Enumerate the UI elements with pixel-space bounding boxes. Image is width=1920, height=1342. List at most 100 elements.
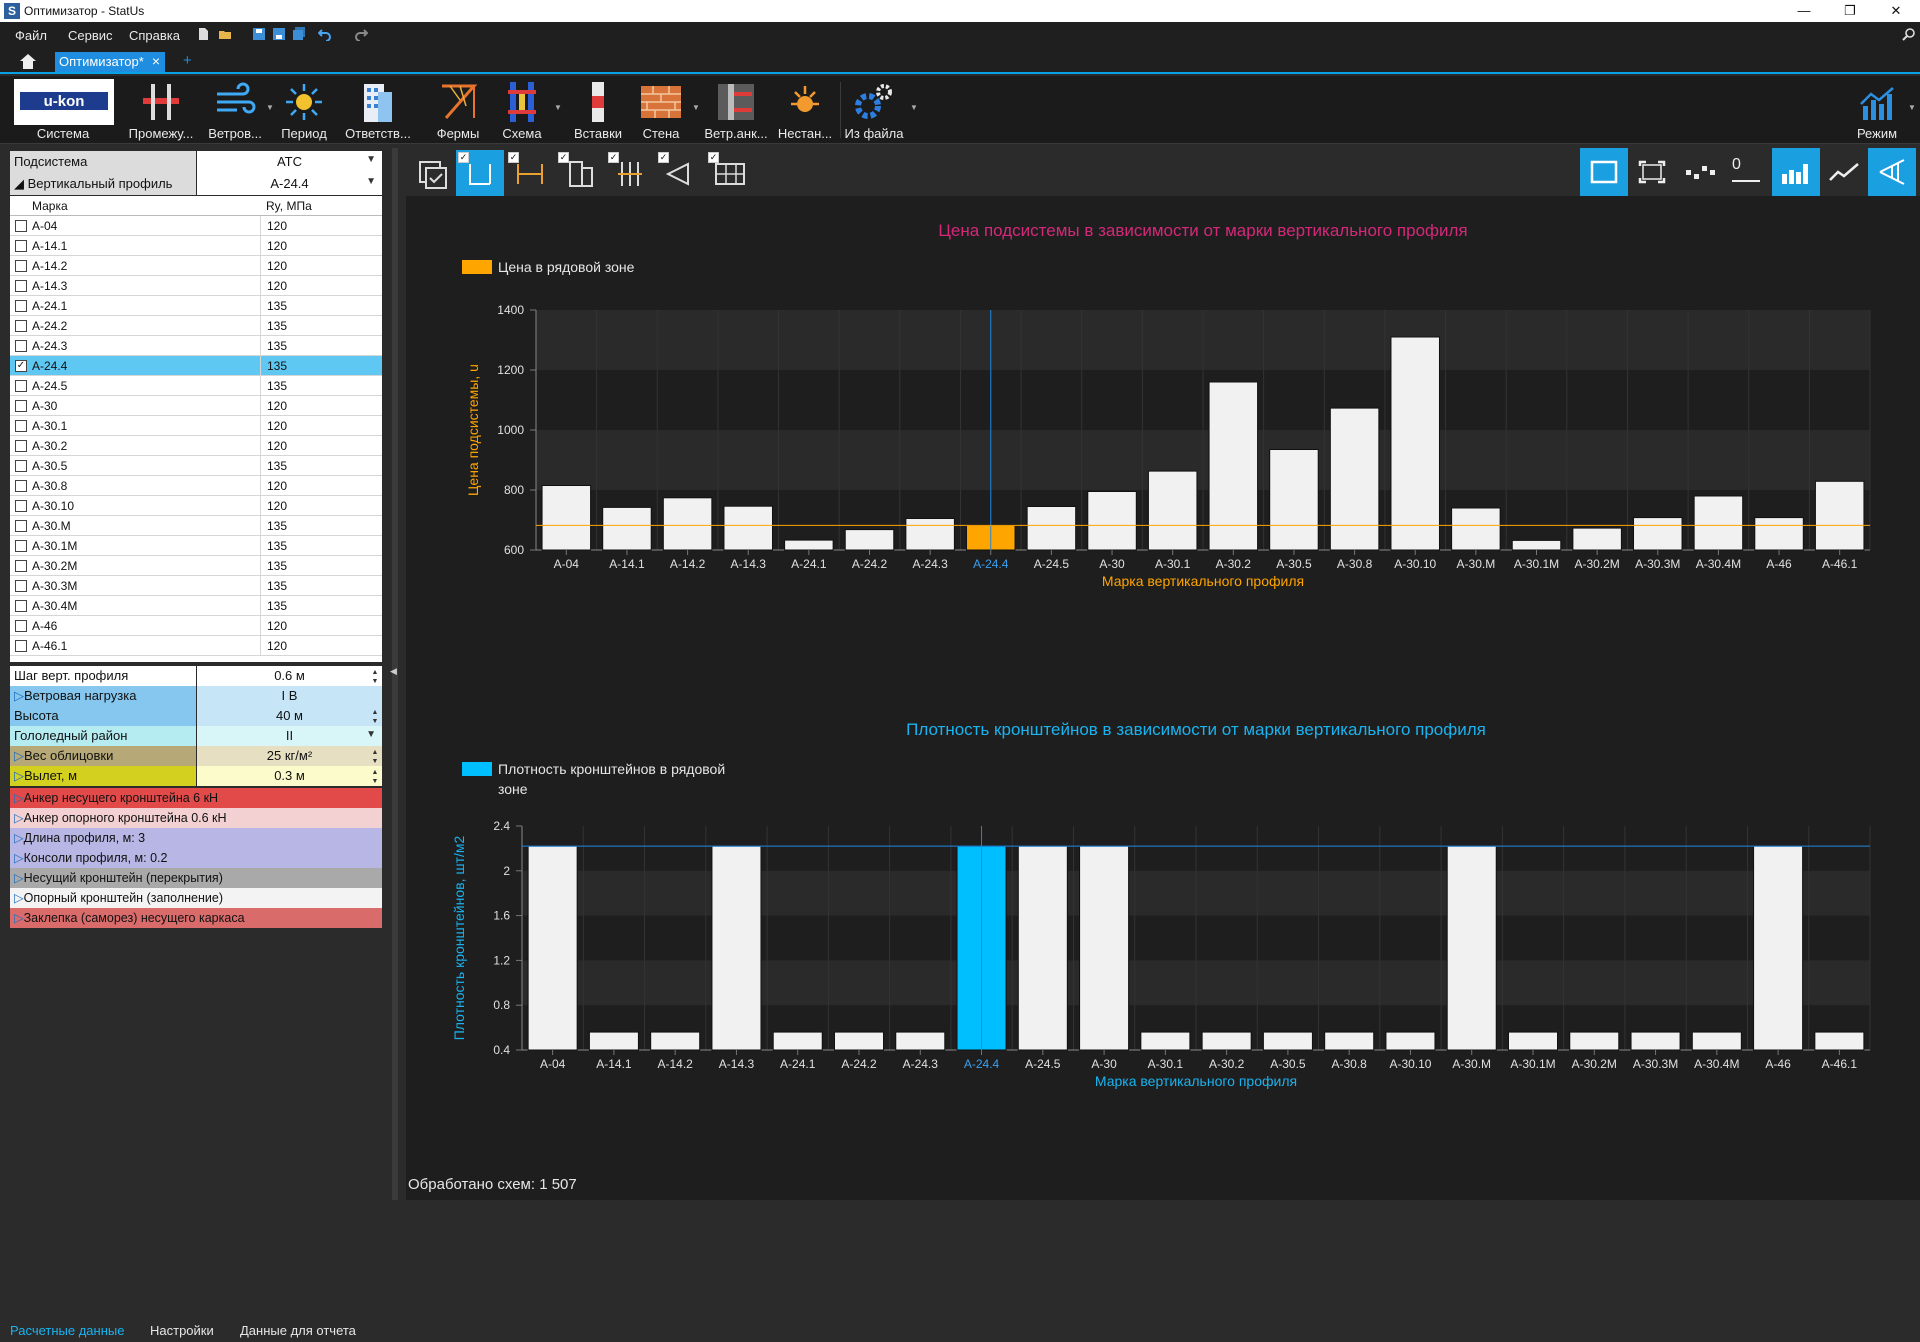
view-anchors[interactable]: ✓ <box>606 150 654 196</box>
spinner-icon[interactable]: ▲ ▼ <box>371 669 379 685</box>
scatter-view-button[interactable] <box>1676 148 1724 196</box>
view-wall[interactable]: ✓ <box>706 150 754 196</box>
open-folder-icon[interactable] <box>218 27 232 41</box>
ribbon-period-button[interactable]: Период <box>278 76 330 144</box>
panel-splitter[interactable]: ◀ <box>386 148 404 1200</box>
row-checkbox[interactable] <box>15 640 27 652</box>
ribbon-mode-button[interactable]: Режим ▼ <box>1850 76 1916 144</box>
table-row[interactable]: А-24.2 135 <box>10 316 382 336</box>
param-value[interactable]: I В <box>197 686 382 706</box>
row-checkbox[interactable] <box>15 560 27 572</box>
param-value[interactable]: II ▼ <box>197 726 382 746</box>
table-row[interactable]: А-30.2 120 <box>10 436 382 456</box>
row-checkbox[interactable] <box>15 260 27 272</box>
view-building-checkbox[interactable]: ✓ <box>558 152 569 163</box>
table-row[interactable]: А-24.5 135 <box>10 376 382 396</box>
undo-icon[interactable] <box>318 27 332 41</box>
ribbon-responsibility-button[interactable]: Ответств... <box>342 76 414 144</box>
fit-selection-button[interactable] <box>1580 148 1628 196</box>
ribbon-inserts-button[interactable]: Вставки <box>568 76 628 144</box>
menu-file[interactable]: Файл <box>15 28 47 43</box>
tab-calc-data[interactable]: Расчетные данные <box>10 1323 125 1338</box>
fit-all-button[interactable] <box>1628 148 1676 196</box>
expander-row[interactable]: ▷Анкер несущего кронштейна 6 кН <box>10 788 382 808</box>
table-row[interactable]: А-30.10 120 <box>10 496 382 516</box>
row-checkbox[interactable] <box>15 280 27 292</box>
param-label[interactable]: ▷Вылет, м <box>10 766 196 786</box>
save-as-icon[interactable] <box>272 27 286 41</box>
ribbon-scheme-button[interactable]: Схема ▼ <box>494 76 562 144</box>
ribbon-from-file-button[interactable]: Из файла ▼ <box>844 76 918 144</box>
profile-label[interactable]: ◢ Вертикальный профиль <box>10 173 196 195</box>
zero-baseline-button[interactable]: 0 <box>1724 148 1772 196</box>
menu-help[interactable]: Справка <box>129 28 180 43</box>
table-row[interactable]: А-46 120 <box>10 616 382 636</box>
view-anchors-checkbox[interactable]: ✓ <box>608 152 619 163</box>
minimize-button[interactable]: — <box>1797 3 1811 18</box>
table-row[interactable]: А-14.2 120 <box>10 256 382 276</box>
expander-row[interactable]: ▷Опорный кронштейн (заполнение) <box>10 888 382 908</box>
settings-view-button[interactable] <box>1868 148 1916 196</box>
new-file-icon[interactable] <box>196 27 210 41</box>
param-value[interactable]: 0.3 м ▲ ▼ <box>197 766 382 786</box>
row-checkbox[interactable] <box>15 440 27 452</box>
view-bracket-step-checkbox[interactable]: ✓ <box>508 152 519 163</box>
param-label[interactable]: ▷Вес облицовки <box>10 746 196 766</box>
expander-row[interactable]: ▷Анкер опорного кронштейна 0.6 кН <box>10 808 382 828</box>
view-profile-checkbox[interactable]: ✓ <box>458 152 469 163</box>
search-icon[interactable] <box>1902 27 1916 41</box>
expander-row[interactable]: ▷Заклепка (саморез) несущего каркаса <box>10 908 382 928</box>
row-checkbox[interactable] <box>15 620 27 632</box>
tab-report-data[interactable]: Данные для отчета <box>240 1323 356 1338</box>
table-row[interactable]: А-30.8 120 <box>10 476 382 496</box>
param-value[interactable]: 40 м ▲ ▼ <box>197 706 382 726</box>
view-truss-checkbox[interactable]: ✓ <box>658 152 669 163</box>
view-wall-checkbox[interactable]: ✓ <box>708 152 719 163</box>
table-row[interactable]: А-14.1 120 <box>10 236 382 256</box>
table-row[interactable]: А-30.4М 135 <box>10 596 382 616</box>
bar-view-button[interactable] <box>1772 148 1820 196</box>
ribbon-intermediate-button[interactable]: Промежу... <box>128 76 194 144</box>
ribbon-nonstandard-button[interactable]: Нестан... <box>776 76 834 144</box>
table-row[interactable]: А-30.М 135 <box>10 516 382 536</box>
save-icon[interactable] <box>252 27 266 41</box>
table-row[interactable]: А-30.3М 135 <box>10 576 382 596</box>
tab-settings[interactable]: Настройки <box>150 1323 214 1338</box>
table-row[interactable]: А-24.3 135 <box>10 336 382 356</box>
row-checkbox[interactable]: ✓ <box>15 360 27 372</box>
ribbon-trusses-button[interactable]: Фермы <box>428 76 488 144</box>
view-building[interactable]: ✓ <box>556 150 604 196</box>
row-checkbox[interactable] <box>15 580 27 592</box>
row-checkbox[interactable] <box>15 460 27 472</box>
param-value[interactable]: 0.6 м ▲ ▼ <box>197 666 382 686</box>
table-row[interactable]: А-04 120 <box>10 216 382 236</box>
tab-close-icon[interactable]: × <box>151 53 160 69</box>
menu-service[interactable]: Сервис <box>68 28 113 43</box>
row-checkbox[interactable] <box>15 480 27 492</box>
ribbon-system-button[interactable]: u-kon Система <box>8 76 118 144</box>
expander-row[interactable]: ▷Длина профиля, м: 3 <box>10 828 382 848</box>
row-checkbox[interactable] <box>15 300 27 312</box>
add-tab-button[interactable]: + <box>183 52 192 69</box>
view-truss[interactable]: ✓ <box>656 150 704 196</box>
row-checkbox[interactable] <box>15 220 27 232</box>
row-checkbox[interactable] <box>15 340 27 352</box>
table-row[interactable]: А-30.2М 135 <box>10 556 382 576</box>
chevron-down-icon[interactable]: ▼ <box>366 729 376 740</box>
close-button[interactable]: ✕ <box>1890 3 1902 18</box>
save-all-icon[interactable] <box>292 27 306 41</box>
table-row[interactable]: А-46.1 120 <box>10 636 382 656</box>
home-icon[interactable] <box>18 52 38 70</box>
row-checkbox[interactable] <box>15 520 27 532</box>
spinner-icon[interactable]: ▲ ▼ <box>371 769 379 785</box>
collapse-left-icon[interactable]: ◀ <box>390 666 397 676</box>
expander-row[interactable]: ▷Несущий кронштейн (перекрытия) <box>10 868 382 888</box>
row-checkbox[interactable] <box>15 420 27 432</box>
spinner-icon[interactable]: ▲ ▼ <box>371 709 379 725</box>
spinner-icon[interactable]: ▲ ▼ <box>371 749 379 765</box>
row-checkbox[interactable] <box>15 380 27 392</box>
row-checkbox[interactable] <box>15 600 27 612</box>
redo-icon[interactable] <box>354 27 368 41</box>
view-toggle-all[interactable] <box>410 150 458 196</box>
row-checkbox[interactable] <box>15 500 27 512</box>
